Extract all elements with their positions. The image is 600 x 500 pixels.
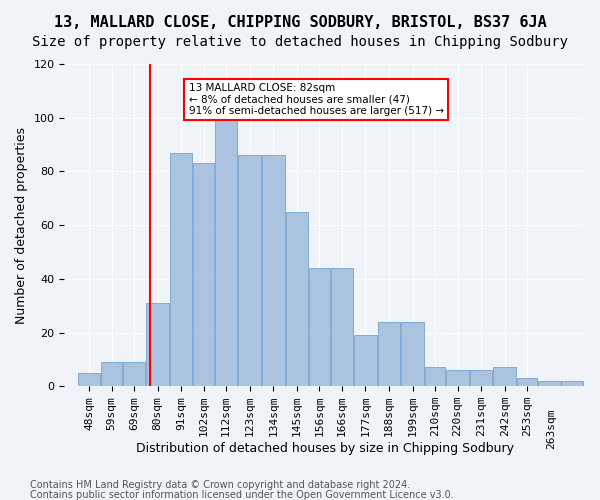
Bar bbox=[401, 322, 424, 386]
Bar bbox=[123, 362, 145, 386]
Bar bbox=[425, 368, 445, 386]
Bar bbox=[493, 368, 516, 386]
Bar bbox=[101, 362, 122, 386]
Bar bbox=[215, 120, 238, 386]
Text: Contains public sector information licensed under the Open Government Licence v3: Contains public sector information licen… bbox=[30, 490, 454, 500]
Bar bbox=[470, 370, 493, 386]
Text: 13, MALLARD CLOSE, CHIPPING SODBURY, BRISTOL, BS37 6JA: 13, MALLARD CLOSE, CHIPPING SODBURY, BRI… bbox=[53, 15, 547, 30]
Bar bbox=[170, 152, 193, 386]
Text: Contains HM Land Registry data © Crown copyright and database right 2024.: Contains HM Land Registry data © Crown c… bbox=[30, 480, 410, 490]
Bar bbox=[378, 322, 400, 386]
Bar bbox=[517, 378, 538, 386]
Bar bbox=[446, 370, 469, 386]
Bar bbox=[146, 303, 169, 386]
X-axis label: Distribution of detached houses by size in Chipping Sodbury: Distribution of detached houses by size … bbox=[136, 442, 514, 455]
Bar bbox=[309, 268, 329, 386]
Bar bbox=[193, 164, 214, 386]
Bar bbox=[538, 381, 561, 386]
Y-axis label: Number of detached properties: Number of detached properties bbox=[15, 126, 28, 324]
Bar bbox=[561, 381, 583, 386]
Bar bbox=[354, 335, 377, 386]
Bar bbox=[331, 268, 353, 386]
Text: 263sqm: 263sqm bbox=[546, 409, 556, 450]
Text: Size of property relative to detached houses in Chipping Sodbury: Size of property relative to detached ho… bbox=[32, 35, 568, 49]
Text: 13 MALLARD CLOSE: 82sqm
← 8% of detached houses are smaller (47)
91% of semi-det: 13 MALLARD CLOSE: 82sqm ← 8% of detached… bbox=[188, 83, 444, 116]
Bar bbox=[238, 156, 261, 386]
Bar bbox=[78, 373, 100, 386]
Bar bbox=[286, 212, 308, 386]
Bar bbox=[262, 156, 284, 386]
